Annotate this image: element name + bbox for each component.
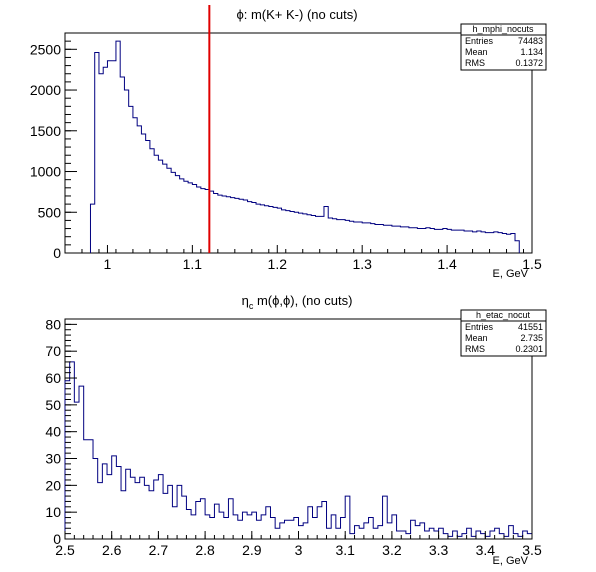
x-tick-labels-bottom: 2.5 2.6 2.7 2.8 2.9 3 3.1 3.2 3.3 3.4 3.5 [55, 542, 542, 558]
y-tick-label: 1000 [30, 164, 61, 180]
x-tick-label: 2.8 [195, 542, 215, 558]
stats-value: 1.134 [520, 47, 543, 57]
stats-label: Mean [465, 333, 488, 343]
x-tick-label: 1.3 [352, 256, 372, 272]
x-tick-labels-top: 1 1.1 1.2 1.3 1.4 1.5 [104, 256, 542, 272]
x-tick-label: 3 [295, 542, 303, 558]
stats-value: 0.2301 [515, 344, 543, 354]
y-tick-labels-top: 0 500 1000 1500 2000 2500 [30, 41, 61, 261]
y-tick-label: 50 [45, 397, 61, 413]
stats-name-bottom: h_etac_nocut [476, 310, 531, 320]
x-tick-label: 2.7 [149, 542, 169, 558]
x-tick-label: 1.5 [522, 256, 542, 272]
x-tick-label: 2.5 [55, 542, 75, 558]
x-tick-label: 1 [104, 256, 112, 272]
chart-top: 1 1.1 1.2 1.3 1.4 1.5 0 500 1000 1500 2000 2500 ϕ:… [30, 5, 547, 280]
x-tick-label: 1.4 [437, 256, 457, 272]
x-tick-label: 1.1 [183, 256, 203, 272]
stats-label: Entries [465, 322, 494, 332]
x-axis-label-top: E, GeV [493, 268, 529, 280]
axis-ticks-top [64, 32, 533, 254]
title-eta-sub: c [249, 301, 254, 311]
stats-label: Mean [465, 47, 488, 57]
title-eta: η [242, 293, 249, 308]
x-tick-label: 3.2 [382, 542, 402, 558]
x-tick-label: 2.6 [102, 542, 122, 558]
stats-value: 41551 [518, 322, 543, 332]
y-tick-label: 500 [38, 204, 62, 220]
y-tick-label: 80 [45, 316, 61, 332]
title-rest: m(ϕ,ϕ), (no cuts) [253, 293, 352, 308]
y-tick-label: 30 [45, 451, 61, 467]
x-tick-label: 2.9 [242, 542, 262, 558]
x-tick-label: 3.1 [335, 542, 355, 558]
y-tick-label: 20 [45, 477, 61, 493]
histogram-line-top [89, 40, 520, 253]
y-tick-label: 2500 [30, 41, 61, 57]
stats-label: RMS [465, 58, 485, 68]
y-tick-label: 0 [53, 245, 61, 261]
stats-label: Entries [465, 36, 494, 46]
y-tick-labels-bottom: 0 10 20 30 40 50 60 70 80 [45, 316, 61, 547]
y-tick-label: 40 [45, 424, 61, 440]
chart-bottom: 2.5 2.6 2.7 2.8 2.9 3 3.1 3.2 3.3 3.4 3.5 0 10 20 30 4… [45, 293, 547, 567]
x-tick-label: 3.3 [429, 542, 449, 558]
stats-value: 74483 [518, 36, 543, 46]
x-axis-label-bottom: E, GeV [493, 555, 529, 567]
stats-name-top: h_mphi_nocuts [472, 24, 534, 34]
y-tick-label: 60 [45, 370, 61, 386]
y-tick-label: 70 [45, 343, 61, 359]
x-tick-label: 1.2 [268, 256, 288, 272]
stats-value: 0.1372 [515, 58, 543, 68]
plot-frame-top [64, 32, 533, 254]
stats-label: RMS [465, 344, 485, 354]
y-tick-label: 1500 [30, 123, 61, 139]
stats-value: 2.735 [520, 333, 543, 343]
y-tick-label: 2000 [30, 82, 61, 98]
stats-box-bottom: h_etac_nocut Entries 41551 Mean 2.735 RM… [460, 309, 547, 357]
y-tick-label: 0 [53, 531, 61, 547]
histogram-line-bottom [64, 361, 533, 539]
x-tick-label: 3.5 [522, 542, 542, 558]
axis-ticks-bottom [64, 318, 533, 540]
y-tick-label: 10 [45, 504, 61, 520]
stats-box-top: h_mphi_nocuts Entries 74483 Mean 1.134 R… [460, 23, 547, 71]
chart-title-bottom: ηc m(ϕ,ϕ), (no cuts) [242, 293, 353, 311]
chart-title-top: ϕ: m(K+ K-) (no cuts) [236, 7, 357, 22]
x-tick-label: 3.4 [476, 542, 496, 558]
